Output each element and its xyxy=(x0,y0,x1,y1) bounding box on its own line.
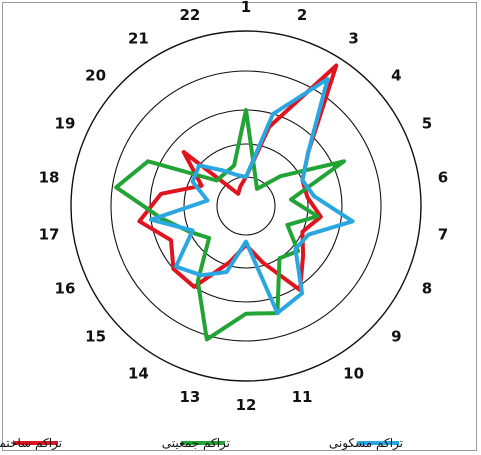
legend-label-3: تراکم مسکونی xyxy=(329,436,403,451)
category-label: 12 xyxy=(236,396,257,414)
radar-series xyxy=(114,63,355,342)
category-label: 20 xyxy=(85,67,106,85)
category-label: 11 xyxy=(292,388,313,406)
category-label: 21 xyxy=(128,30,149,48)
category-label: 10 xyxy=(343,364,364,382)
category-label: 13 xyxy=(179,388,200,406)
category-label: 15 xyxy=(85,327,106,345)
category-label: 16 xyxy=(55,280,76,298)
category-label: 14 xyxy=(128,364,149,382)
legend-label-1: تراکم ساختمانی xyxy=(0,436,62,451)
series-line-3 xyxy=(149,77,355,316)
category-label: 22 xyxy=(179,6,200,24)
category-label: 18 xyxy=(39,169,60,187)
grid-ring-2 xyxy=(183,143,309,269)
chart-frame xyxy=(2,2,477,451)
category-label: 17 xyxy=(39,225,60,243)
legend: تراکم ساختمانی تراکم جمعیتی تراکم مسکونی xyxy=(0,436,403,451)
category-label: 6 xyxy=(438,169,448,187)
grid-ring-5 xyxy=(70,30,422,382)
category-label: 19 xyxy=(55,114,76,132)
category-label: 7 xyxy=(438,225,448,243)
legend-label-2: تراکم جمعیتی xyxy=(162,436,230,451)
grid-ring-4 xyxy=(110,70,382,342)
category-label: 9 xyxy=(391,327,401,345)
category-label: 8 xyxy=(422,280,432,298)
category-label: 1 xyxy=(241,0,251,16)
series-line-2 xyxy=(114,108,346,342)
category-label: 5 xyxy=(422,114,432,132)
category-label: 4 xyxy=(391,67,401,85)
category-label: 2 xyxy=(297,6,307,24)
radar-grid xyxy=(70,30,422,382)
category-label: 3 xyxy=(348,30,358,48)
